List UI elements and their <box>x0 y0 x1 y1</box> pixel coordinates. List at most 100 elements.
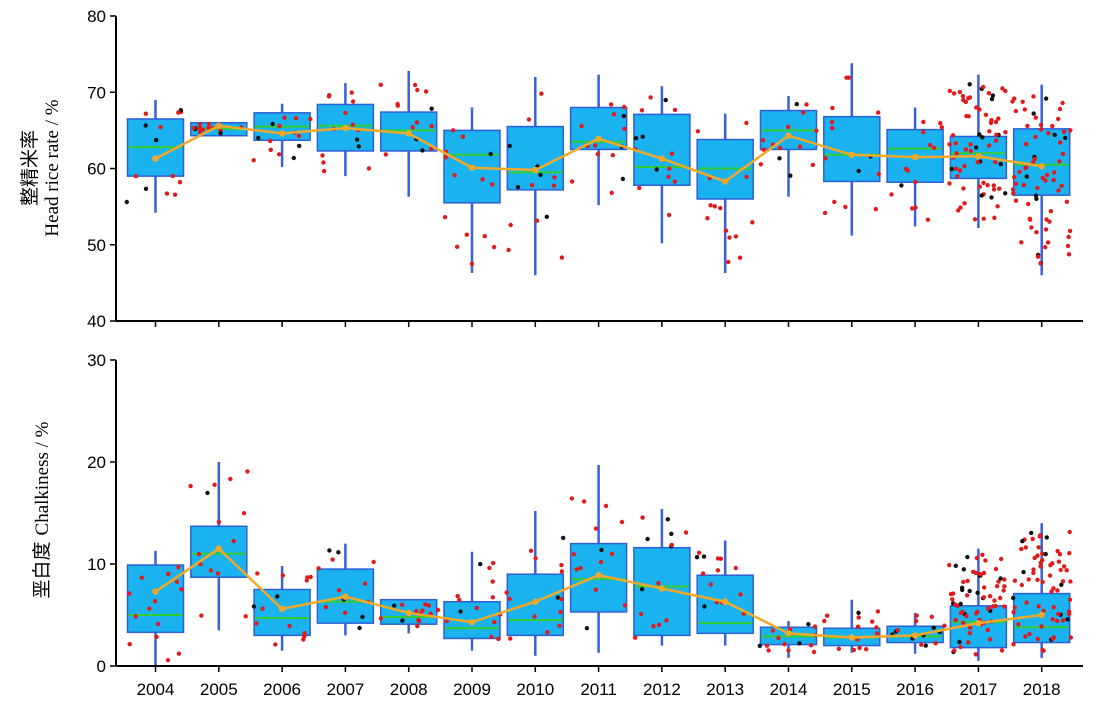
head-rice-sample-point <box>1031 111 1036 116</box>
head-rice-sample-point <box>1031 94 1036 99</box>
head-rice-sample-point <box>1057 159 1062 164</box>
chalkiness-ytick-label: 20 <box>87 453 106 472</box>
head-rice-sample-point <box>620 176 626 182</box>
chalkiness-sample-point <box>1031 567 1036 572</box>
chalkiness-sample-point <box>304 578 309 583</box>
head-rice-sample-point <box>506 247 511 253</box>
head-rice-sample-point <box>667 166 672 171</box>
head-rice-mean-point <box>785 132 792 139</box>
head-rice-sample-point <box>947 88 952 94</box>
chalkiness-mean-point <box>658 585 666 592</box>
chalkiness-sample-point <box>593 526 599 531</box>
head-rice-sample-point <box>452 173 457 178</box>
head-rice-sample-point <box>1000 86 1005 91</box>
head-rice-sample-point <box>910 206 915 211</box>
chalkiness-sample-point <box>965 578 970 584</box>
head-rice-sample-point <box>889 192 894 197</box>
head-rice-sample-point <box>744 174 749 180</box>
chalkiness-sample-point <box>1067 551 1072 556</box>
head-rice-sample-point <box>993 138 999 143</box>
chalkiness-sample-point <box>559 597 564 602</box>
chalkiness-sample-point <box>983 558 988 563</box>
head-rice-sample-point <box>443 155 448 160</box>
head-rice-sample-point <box>829 119 835 125</box>
chalkiness-sample-point <box>1040 551 1045 556</box>
head-rice-sample-point <box>1052 170 1057 175</box>
head-rice-sample-point <box>954 151 959 156</box>
chalkiness-sample-point <box>982 585 987 590</box>
head-rice-mean-point <box>278 130 286 137</box>
chalkiness-mean-point <box>785 630 792 637</box>
chalkiness-sample-point <box>1064 568 1069 573</box>
head-rice-sample-point <box>956 208 961 213</box>
head-rice-sample-point <box>669 151 675 156</box>
head-rice-sample-point <box>1033 134 1038 140</box>
chalkiness-sample-point <box>598 559 604 565</box>
head-rice-sample-point <box>986 143 992 148</box>
chalkiness-sample-point <box>508 636 513 641</box>
chalkiness-sample-point <box>490 595 495 600</box>
head-rice-sample-point <box>977 184 982 189</box>
head-rice-sample-point <box>158 125 163 130</box>
chalkiness-mean-point <box>468 618 476 626</box>
head-rice-sample-point <box>143 111 148 116</box>
head-rice-sample-point <box>1043 96 1049 101</box>
head-rice-sample-point <box>297 143 302 149</box>
chalkiness-sample-point <box>975 609 980 614</box>
chalkiness-sample-point <box>139 575 144 580</box>
head-rice-sample-point <box>1033 193 1039 198</box>
chalkiness-sample-point <box>1055 548 1060 554</box>
head-rice-sample-point <box>1017 169 1022 174</box>
chalkiness-sample-point <box>1021 569 1026 575</box>
head-rice-sample-point <box>991 187 997 192</box>
head-rice-sample-point <box>663 97 668 103</box>
year-tick-label: 2014 <box>770 680 808 699</box>
head-rice-sample-point <box>786 124 791 130</box>
chalkiness-sample-point <box>1050 617 1055 622</box>
chalkiness-ylabel-cn: 垩白度 <box>31 541 53 598</box>
head-rice-sample-point <box>1003 191 1008 196</box>
head-rice-sample-point <box>986 91 992 96</box>
chalkiness-sample-point <box>342 610 348 615</box>
head-rice-sample-point <box>788 173 793 178</box>
head-rice-sample-point <box>552 175 557 180</box>
head-rice-sample-point <box>143 186 149 191</box>
head-rice-sample-point <box>197 122 202 127</box>
head-rice-sample-point <box>268 138 273 144</box>
head-rice-sample-point <box>961 97 966 103</box>
chalkiness-sample-point <box>966 640 971 645</box>
head-rice-sample-point <box>539 91 544 96</box>
head-rice-sample-point <box>622 126 627 132</box>
head-rice-sample-point <box>996 116 1001 121</box>
chalkiness-sample-point <box>933 641 938 646</box>
chalkiness-sample-point <box>458 609 463 614</box>
head-rice-mean-point <box>468 164 476 171</box>
chalkiness-sample-point <box>948 591 954 597</box>
head-rice-sample-point <box>1034 230 1039 235</box>
head-rice-mean-point <box>1038 163 1045 170</box>
chalkiness-sample-point <box>1068 635 1074 640</box>
chalkiness-sample-point <box>639 587 645 592</box>
chalkiness-sample-point <box>766 648 771 653</box>
head-rice-sample-point <box>534 218 540 223</box>
head-rice-sample-point <box>1056 116 1061 122</box>
chalkiness-sample-point <box>561 535 566 541</box>
chalkiness-sample-point <box>836 646 842 651</box>
head-rice-sample-point <box>727 235 732 240</box>
chalkiness-sample-point <box>254 621 259 626</box>
chalkiness-sample-point <box>435 607 441 613</box>
chalkiness-sample-point <box>786 648 791 653</box>
head-rice-sample-point <box>544 214 549 219</box>
chalkiness-sample-point <box>965 593 970 598</box>
chalkiness-sample-point <box>455 593 460 599</box>
chalkiness-sample-point <box>1061 564 1067 569</box>
chalkiness-sample-point <box>569 496 575 501</box>
chalkiness-sample-point <box>578 565 583 571</box>
head-rice-mean-point <box>848 151 855 158</box>
chalkiness-sample-point <box>1002 584 1007 589</box>
head-rice-sample-point <box>1026 201 1031 207</box>
year-tick-labels: 2004 2005 2006 2007 2008 2009 2010 2011 2012 2013… <box>137 680 1061 699</box>
chalkiness-sample-point <box>415 623 420 629</box>
chalkiness-sample-point <box>528 548 534 553</box>
head-rice-sample-point <box>761 138 766 143</box>
